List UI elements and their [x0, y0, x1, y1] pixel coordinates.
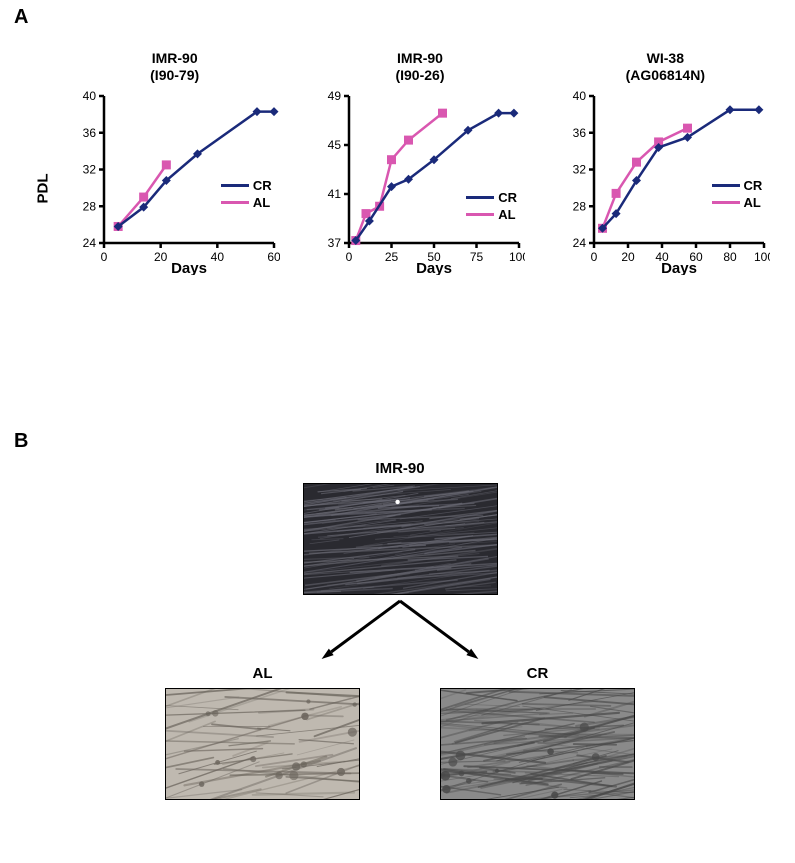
- legend: CR AL: [221, 178, 272, 210]
- svg-text:28: 28: [82, 199, 96, 213]
- svg-text:45: 45: [328, 138, 342, 152]
- micro-top-title: IMR-90: [375, 460, 424, 477]
- svg-text:Days: Days: [661, 260, 697, 275]
- legend-swatch: [221, 201, 249, 204]
- chart-title: IMR-90(I90-26): [395, 50, 444, 84]
- chart-wrap: 2428323640020406080100DaysCRAL: [560, 90, 770, 275]
- chart-wrap: 24 28 32 36 40 0 20 40 60 Days CR AL: [70, 90, 280, 275]
- svg-text:Days: Days: [416, 260, 452, 275]
- legend-label: AL: [744, 195, 761, 210]
- arrows-svg: [260, 595, 540, 665]
- svg-text:28: 28: [573, 199, 587, 213]
- legend-swatch: [466, 196, 494, 199]
- legend-label: CR: [498, 190, 517, 205]
- legend-label: AL: [498, 207, 515, 222]
- legend-swatch: [221, 184, 249, 187]
- svg-text:40: 40: [573, 90, 587, 103]
- svg-text:36: 36: [573, 126, 587, 140]
- svg-text:20: 20: [622, 250, 636, 264]
- svg-text:40: 40: [210, 250, 224, 264]
- chart-1: IMR-90(I90-26)374145490255075100DaysCRAL: [305, 50, 534, 275]
- panel-b: IMR-90 AL CR: [150, 460, 650, 800]
- svg-text:25: 25: [385, 250, 399, 264]
- legend-label: CR: [744, 178, 763, 193]
- panel-b-label: B: [14, 430, 28, 453]
- al-label: AL: [253, 665, 273, 682]
- legend-row-al: AL: [712, 195, 763, 210]
- cr-label: CR: [527, 665, 549, 682]
- bottom-cr: CR: [440, 665, 635, 800]
- svg-text:100: 100: [509, 250, 525, 264]
- legend-label: CR: [253, 178, 272, 193]
- chart-title: WI-38(AG06814N): [626, 50, 705, 84]
- svg-text:80: 80: [724, 250, 738, 264]
- svg-text:24: 24: [573, 236, 587, 250]
- svg-text:24: 24: [82, 236, 96, 250]
- legend-row-cr: CR: [712, 178, 763, 193]
- svg-text:32: 32: [573, 163, 587, 177]
- chart-0: IMR-90(I90-79) 24 28 32 36 40 0 20 40 60 Days CR AL: [60, 50, 289, 275]
- legend-row-cr: CR: [466, 190, 517, 205]
- svg-text:32: 32: [82, 163, 96, 177]
- legend-label: AL: [253, 195, 270, 210]
- legend: CR AL: [712, 178, 763, 210]
- panel-a-label: A: [14, 6, 28, 29]
- legend-swatch: [712, 201, 740, 204]
- svg-text:37: 37: [328, 236, 342, 250]
- svg-text:60: 60: [267, 250, 280, 264]
- chart-title: IMR-90(I90-79): [150, 50, 199, 84]
- y-axis-label: PDL: [35, 174, 52, 204]
- svg-text:49: 49: [328, 90, 342, 103]
- svg-text:Days: Days: [171, 260, 207, 275]
- legend: CR AL: [466, 190, 517, 222]
- charts-row: IMR-90(I90-79)24283236400204060DaysCRALI…: [60, 50, 780, 275]
- legend-swatch: [712, 184, 740, 187]
- legend-row-al: AL: [466, 207, 517, 222]
- chart-wrap: 374145490255075100DaysCRAL: [315, 90, 525, 275]
- svg-text:75: 75: [470, 250, 484, 264]
- bottom-al: AL: [165, 665, 360, 800]
- svg-text:41: 41: [328, 187, 342, 201]
- micrograph-cr: [440, 688, 635, 800]
- svg-text:0: 0: [591, 250, 598, 264]
- svg-text:20: 20: [154, 250, 168, 264]
- legend-row-cr: CR: [221, 178, 272, 193]
- micrograph-top: [303, 483, 498, 595]
- micrograph-al: [165, 688, 360, 800]
- legend-row-al: AL: [221, 195, 272, 210]
- svg-text:100: 100: [754, 250, 770, 264]
- chart-2: WI-38(AG06814N)2428323640020406080100Day…: [551, 50, 780, 275]
- legend-swatch: [466, 213, 494, 216]
- bottom-row: AL CR: [165, 665, 635, 800]
- svg-text:0: 0: [346, 250, 353, 264]
- svg-text:0: 0: [100, 250, 107, 264]
- svg-text:40: 40: [82, 90, 96, 103]
- svg-text:36: 36: [82, 126, 96, 140]
